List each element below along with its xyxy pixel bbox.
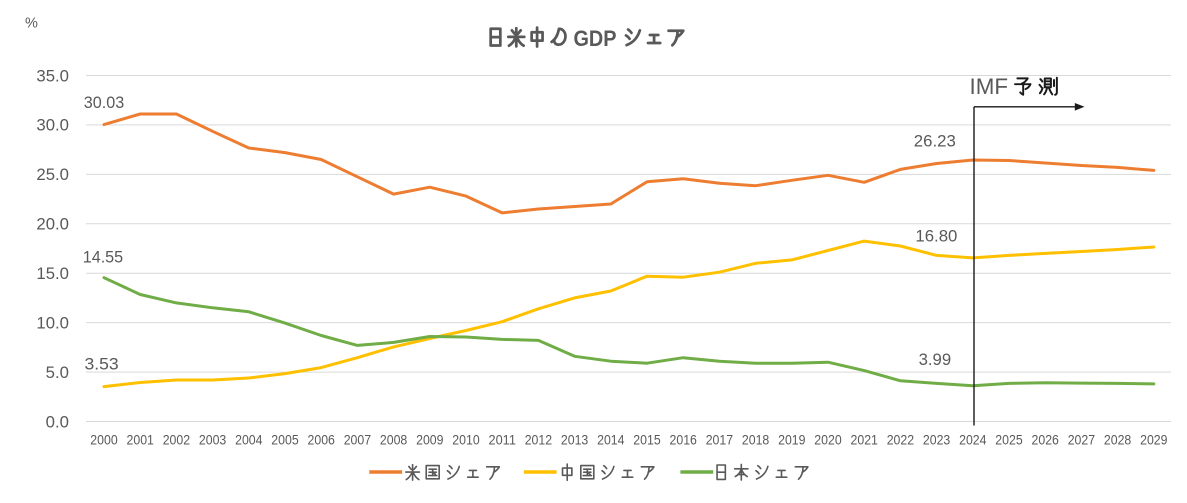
svg-text:2017: 2017 <box>706 433 733 448</box>
svg-text:2012: 2012 <box>525 433 552 448</box>
svg-text:3.53: 3.53 <box>85 354 119 373</box>
svg-text:2022: 2022 <box>887 433 914 448</box>
svg-text:2005: 2005 <box>271 433 298 448</box>
svg-text:0.0: 0.0 <box>46 413 69 431</box>
svg-text:2010: 2010 <box>452 433 479 448</box>
svg-text:2028: 2028 <box>1104 433 1131 448</box>
svg-text:20.0: 20.0 <box>36 216 69 234</box>
svg-text:2027: 2027 <box>1068 433 1095 448</box>
svg-text:2020: 2020 <box>814 433 841 448</box>
svg-text:2025: 2025 <box>995 433 1022 448</box>
svg-text:15.0: 15.0 <box>36 265 69 283</box>
svg-text:2001: 2001 <box>127 433 154 448</box>
svg-text:5.0: 5.0 <box>46 364 69 382</box>
svg-text:2007: 2007 <box>344 433 371 448</box>
svg-text:30.03: 30.03 <box>84 93 125 112</box>
svg-text:10.0: 10.0 <box>36 314 69 332</box>
svg-text:2015: 2015 <box>633 433 660 448</box>
svg-text:16.80: 16.80 <box>915 226 957 245</box>
svg-text:2014: 2014 <box>597 433 625 448</box>
svg-text:2023: 2023 <box>923 433 950 448</box>
svg-text:2009: 2009 <box>416 433 443 448</box>
svg-text:2018: 2018 <box>742 433 769 448</box>
svg-text:%: % <box>25 15 38 31</box>
svg-text:2003: 2003 <box>199 433 226 448</box>
svg-text:2016: 2016 <box>670 433 697 448</box>
svg-text:2006: 2006 <box>308 433 335 448</box>
svg-text:2004: 2004 <box>235 433 263 448</box>
svg-text:35.0: 35.0 <box>36 67 69 85</box>
svg-text:2019: 2019 <box>778 433 805 448</box>
svg-text:3.99: 3.99 <box>919 350 952 369</box>
svg-text:2000: 2000 <box>90 433 117 448</box>
svg-text:2011: 2011 <box>489 433 516 448</box>
svg-text:2008: 2008 <box>380 433 407 448</box>
svg-text:2024: 2024 <box>959 433 987 448</box>
svg-text:2013: 2013 <box>561 433 588 448</box>
svg-text:2002: 2002 <box>163 433 190 448</box>
svg-text:IMF: IMF <box>970 74 1009 99</box>
svg-text:25.0: 25.0 <box>36 166 69 184</box>
svg-text:GDP: GDP <box>574 26 617 51</box>
svg-text:2021: 2021 <box>851 433 878 448</box>
svg-text:26.23: 26.23 <box>914 131 956 150</box>
svg-text:14.55: 14.55 <box>83 248 124 267</box>
svg-text:30.0: 30.0 <box>36 117 69 135</box>
svg-text:2026: 2026 <box>1032 433 1059 448</box>
svg-text:2029: 2029 <box>1140 433 1167 448</box>
